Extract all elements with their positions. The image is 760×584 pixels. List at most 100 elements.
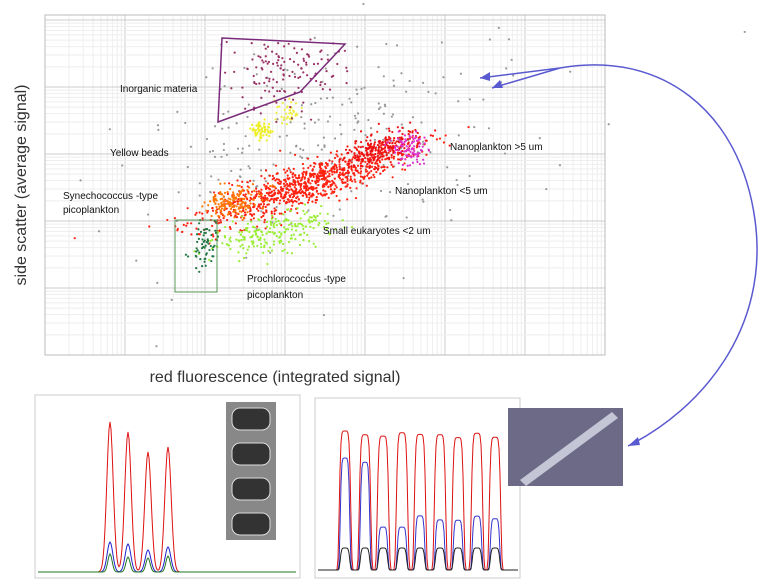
dot: [369, 139, 372, 142]
dot: [266, 62, 269, 65]
dot: [215, 205, 218, 209]
dot: [338, 173, 342, 177]
dot: [211, 67, 214, 70]
dot: [387, 151, 390, 154]
dot: [206, 238, 209, 241]
dot: [242, 256, 246, 260]
dot: [219, 219, 222, 222]
dot: [236, 184, 239, 187]
dot: [380, 166, 383, 169]
dot: [353, 174, 356, 177]
dot: [282, 196, 285, 199]
dot: [487, 127, 491, 130]
dot: [243, 211, 247, 214]
dot: [415, 135, 418, 139]
dot: [319, 212, 322, 215]
dot: [303, 122, 306, 125]
label-syn2: picoplankton: [63, 205, 119, 216]
plot-frame: [44, 14, 606, 356]
dot: [356, 156, 359, 159]
dot: [249, 213, 252, 216]
dot: [299, 155, 302, 158]
dot: [121, 164, 124, 167]
dot: [410, 156, 413, 159]
dot: [240, 185, 243, 189]
dot: [383, 144, 387, 147]
dot: [293, 72, 296, 75]
dot: [273, 232, 277, 235]
dot: [386, 166, 389, 169]
dot: [230, 169, 233, 173]
dot: [257, 190, 260, 193]
dot: [381, 151, 385, 154]
dot: [263, 118, 266, 121]
dot: [353, 152, 356, 155]
dot: [450, 219, 453, 222]
dot: [373, 176, 376, 179]
dot: [272, 240, 276, 243]
dot: [268, 188, 272, 191]
dot: [299, 185, 302, 188]
dot: [408, 155, 411, 158]
dot: [284, 184, 287, 187]
dot: [255, 73, 258, 76]
dot: [497, 26, 500, 29]
dot: [360, 158, 363, 161]
dot: [259, 203, 263, 206]
dot: [262, 134, 265, 137]
dot: [232, 205, 236, 209]
dot: [317, 183, 320, 187]
dot: [260, 136, 263, 139]
dot: [282, 68, 285, 72]
dot: [278, 230, 281, 234]
dot: [368, 146, 371, 149]
dot: [276, 89, 279, 93]
dot: [295, 144, 298, 147]
dot: [276, 181, 279, 184]
dot: [375, 160, 378, 163]
dot: [251, 58, 254, 61]
dot: [214, 125, 217, 128]
dot: [250, 190, 254, 193]
dot: [401, 126, 404, 129]
dot: [346, 70, 349, 73]
dot: [324, 177, 327, 180]
dot: [311, 179, 314, 182]
dot: [352, 172, 356, 175]
dot: [271, 86, 274, 89]
dot: [253, 53, 256, 56]
dot: [190, 222, 193, 225]
dot: [235, 216, 239, 219]
dot: [324, 194, 327, 197]
dot: [258, 139, 261, 142]
dot: [425, 139, 428, 142]
dot: [182, 223, 185, 226]
dot: [196, 240, 199, 244]
dot: [282, 182, 286, 185]
dot: [246, 181, 249, 184]
dot: [213, 155, 217, 159]
dot: [383, 165, 386, 169]
dot: [265, 187, 268, 190]
dot: [434, 92, 437, 95]
dot: [335, 166, 338, 169]
dot: [325, 228, 328, 231]
dot: [196, 249, 199, 252]
dot: [343, 226, 346, 229]
dot: [214, 193, 217, 197]
dot: [235, 122, 238, 125]
dot: [265, 185, 268, 188]
dot: [299, 75, 302, 79]
dot: [284, 201, 288, 205]
dot: [278, 212, 281, 215]
dot: [313, 215, 316, 218]
dot: [203, 260, 206, 263]
dot: [297, 76, 300, 80]
dot: [241, 96, 244, 99]
dot: [398, 151, 401, 154]
dot: [266, 128, 269, 131]
dot: [258, 218, 261, 222]
dot: [408, 164, 412, 167]
dot: [221, 212, 224, 216]
dot: [280, 224, 283, 227]
